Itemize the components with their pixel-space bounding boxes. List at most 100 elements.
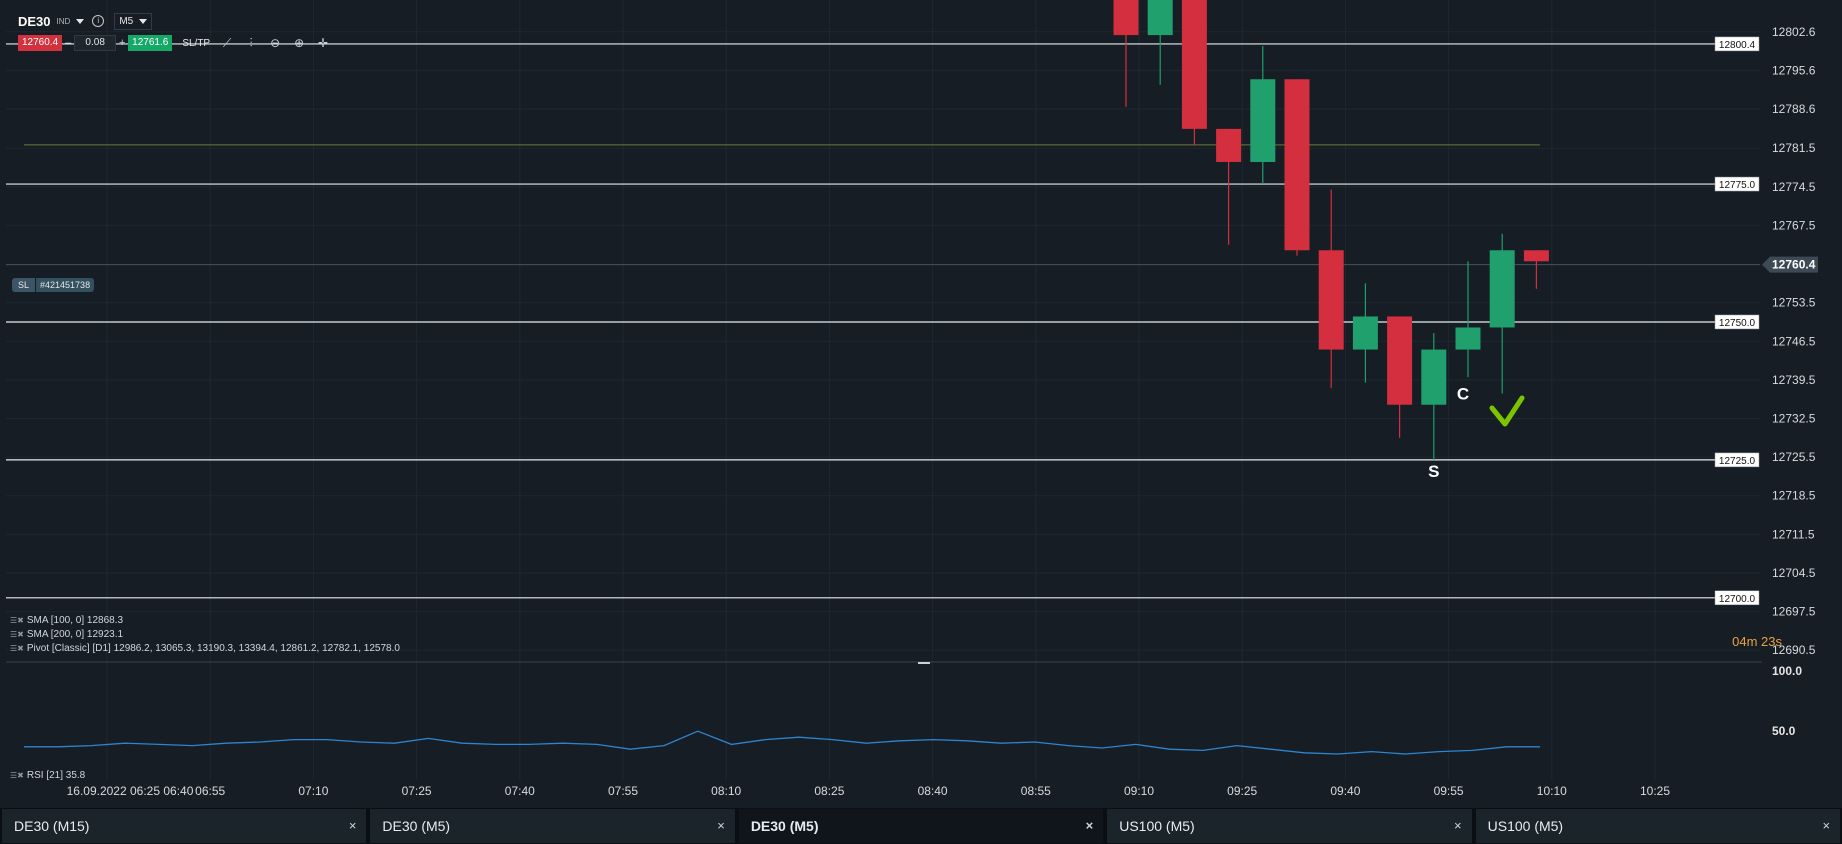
close-icon[interactable]: ×	[717, 818, 725, 833]
chart-tab-active[interactable]: DE30 (M5) ×	[738, 809, 1104, 843]
candles-icon[interactable]: ⫶	[249, 35, 253, 50]
indicator-menu-icon[interactable]: ☰✖	[10, 630, 24, 639]
y-tick-label: 12732.5	[1772, 412, 1816, 426]
volume-increase-button[interactable]: +	[118, 37, 126, 49]
y-tick-label: 12711.5	[1772, 527, 1815, 541]
tab-label: DE30 (M15)	[14, 818, 90, 834]
current-price-tag: 12760.4	[1772, 258, 1816, 272]
candle-body	[1250, 79, 1276, 162]
zoom-in-icon[interactable]: ⊕	[294, 36, 305, 50]
candle-body	[1387, 316, 1413, 405]
tab-label: US100 (M5)	[1487, 818, 1564, 834]
indicator-sma100[interactable]: ☰✖ SMA [100, 0] 12868.3	[10, 615, 123, 626]
symbol-name[interactable]: DE30	[18, 13, 51, 29]
stop-loss-marker[interactable]: SL #421451738	[12, 278, 95, 292]
indicator-pivot[interactable]: ☰✖ Pivot [Classic] [D1] 12986.2, 13065.3…	[10, 643, 400, 654]
line-price-tag: 12700.0	[1719, 594, 1756, 605]
candle-body	[1455, 327, 1481, 350]
info-icon[interactable]: i	[92, 15, 105, 27]
y-tick-label: 12739.5	[1772, 373, 1816, 387]
indicator-menu-icon[interactable]: ☰✖	[10, 616, 24, 625]
indicator-label: Pivot [Classic] [D1] 12986.2, 13065.3, 1…	[26, 643, 400, 654]
y-tick-label: 12788.6	[1772, 102, 1816, 116]
line-price-tag-bg	[1714, 36, 1760, 52]
candle-body	[1352, 316, 1378, 350]
x-tick-label: 08:55	[1021, 784, 1051, 798]
timer-minutes: 04	[1732, 634, 1747, 649]
x-tick-label: 10:25	[1640, 784, 1670, 798]
buy-button[interactable]: 12761.6	[128, 35, 173, 51]
sltp-button[interactable]: SL/TP	[182, 37, 211, 49]
timer-s: s	[1775, 634, 1783, 649]
close-icon[interactable]: ×	[1822, 818, 1831, 833]
line-price-tag: 12725.0	[1719, 456, 1756, 467]
x-tick-label: 08:40	[918, 784, 948, 798]
candle-body	[1147, 0, 1173, 36]
candle-body	[1113, 0, 1139, 36]
symbol-tag: IND	[56, 16, 71, 26]
chevron-down-icon	[139, 18, 148, 24]
x-tick-label: 16.09.2022 06:25 06:40	[67, 784, 194, 798]
timer-m: m	[1746, 634, 1758, 649]
x-tick-label: 07:55	[608, 784, 638, 798]
line-price-tag: 12775.0	[1719, 180, 1756, 191]
close-icon[interactable]: ×	[348, 818, 357, 833]
chart-tab[interactable]: US100 (M5) ×	[1107, 809, 1472, 843]
close-icon[interactable]: ×	[1085, 818, 1094, 833]
chart-annotation: C	[1457, 385, 1469, 404]
indicator-sma200[interactable]: ☰✖ SMA [200, 0] 12923.1	[10, 629, 123, 640]
timeframe-label: M5	[119, 15, 134, 27]
indicator-label: SMA [100, 0] 12868.3	[26, 615, 124, 626]
rsi-y-tick-label: 50.0	[1772, 724, 1796, 738]
line-price-tag: 12800.4	[1719, 40, 1756, 51]
indicator-menu-icon[interactable]: ☰✖	[10, 771, 24, 780]
tab-label: DE30 (M5)	[382, 818, 451, 834]
candle-body	[1318, 250, 1344, 350]
x-tick-label: 09:40	[1330, 784, 1360, 798]
line-price-tag-bg	[1714, 590, 1760, 606]
x-tick-label: 06:55	[195, 784, 225, 798]
line-chart-icon[interactable]: ⟋	[222, 35, 232, 50]
indicator-rsi[interactable]: ☰✖ RSI [21] 35.8	[10, 770, 85, 781]
tab-label: DE30 (M5)	[750, 818, 819, 834]
candle-body	[1284, 79, 1310, 251]
x-tick-label: 08:10	[711, 784, 741, 798]
x-tick-label: 07:10	[298, 784, 328, 798]
y-tick-label: 12704.5	[1772, 566, 1816, 580]
indicator-label: SMA [200, 0] 12923.1	[26, 629, 124, 640]
symbol-dropdown-icon[interactable]	[76, 18, 85, 24]
x-tick-label: 09:10	[1124, 784, 1154, 798]
timeframe-select[interactable]: M5	[114, 12, 153, 30]
y-tick-label: 12725.5	[1772, 450, 1816, 464]
x-tick-label: 09:55	[1434, 784, 1464, 798]
close-icon[interactable]: ×	[1454, 818, 1462, 833]
y-tick-label: 12774.5	[1772, 180, 1816, 194]
y-tick-label: 12718.5	[1772, 489, 1816, 503]
price-chart[interactable]: 12802.6 12795.6 12788.6 12781.5 12774.5 12767…	[0, 0, 1842, 808]
timer-seconds: 23	[1761, 634, 1776, 649]
zoom-out-icon[interactable]: ⊖	[270, 36, 281, 50]
chart-tab[interactable]: DE30 (M15) ×	[2, 809, 367, 843]
candle-body	[1421, 349, 1447, 405]
x-tick-label: 08:25	[814, 784, 844, 798]
sell-button[interactable]: 12760.4	[18, 35, 63, 51]
y-tick-label: 12753.5	[1772, 296, 1816, 310]
crosshair-icon[interactable]: ✛	[318, 36, 329, 50]
y-tick-label: 12697.5	[1772, 605, 1816, 619]
indicator-label: RSI [21] 35.8	[26, 770, 86, 781]
line-price-tag-bg	[1714, 452, 1760, 468]
sl-label: SL	[12, 278, 36, 292]
chart-annotation: S	[1428, 462, 1439, 481]
volume-input[interactable]: 0.08	[74, 35, 117, 51]
volume-decrease-button[interactable]: –	[65, 37, 72, 49]
current-price-tag-bg	[1762, 256, 1818, 273]
chart-tab[interactable]: US100 (M5) ×	[1475, 809, 1841, 843]
chart-tab[interactable]: DE30 (M5) ×	[370, 809, 735, 843]
y-tick-label: 12781.5	[1772, 141, 1816, 155]
line-price-tag-bg	[1714, 176, 1760, 192]
x-tick-label: 09:25	[1227, 784, 1257, 798]
x-tick-label: 10:10	[1537, 784, 1567, 798]
indicator-menu-icon[interactable]: ☰✖	[10, 644, 24, 653]
tab-label: US100 (M5)	[1119, 818, 1195, 834]
check-mark-icon	[1489, 395, 1525, 427]
